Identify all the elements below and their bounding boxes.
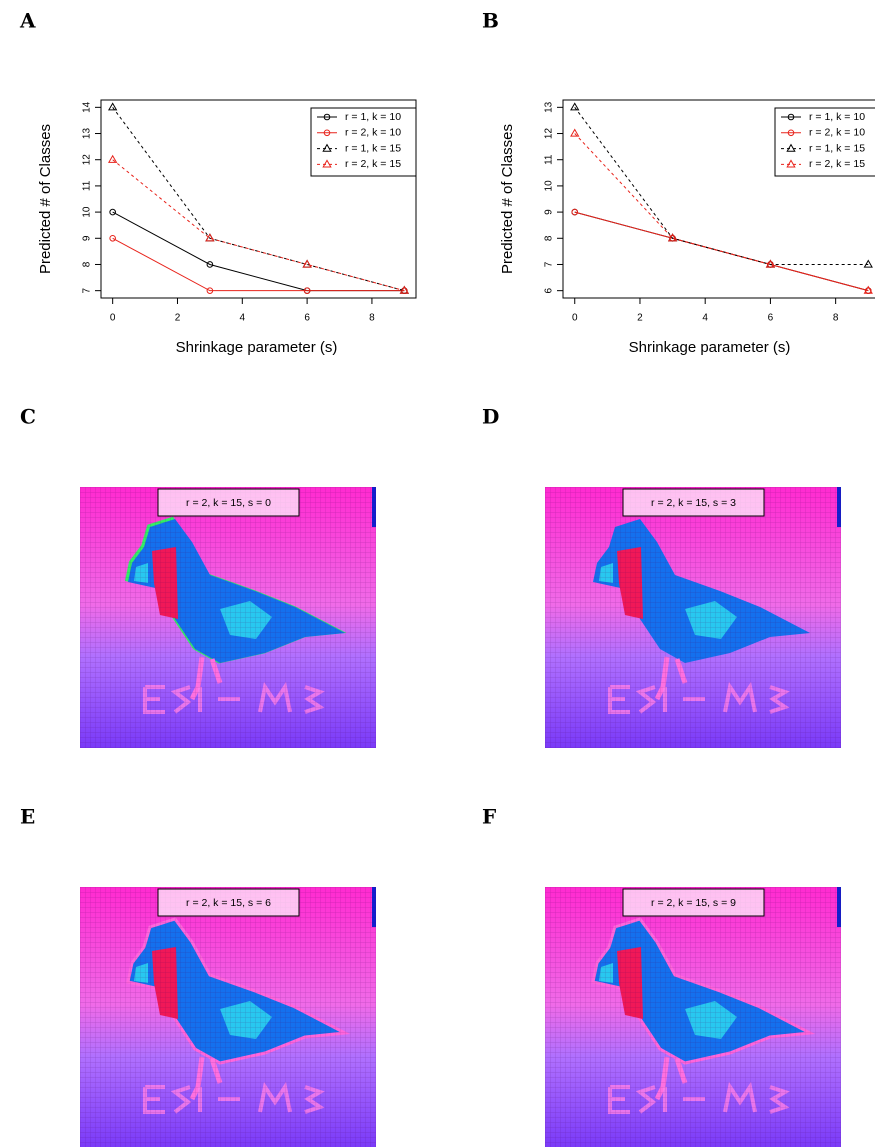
legend-label: r = 1, k = 15: [345, 142, 401, 154]
y-tick-label: 12: [544, 128, 555, 140]
x-tick-label: 0: [572, 313, 578, 324]
point-marker: [322, 159, 332, 168]
x-tick-label: 6: [304, 313, 310, 324]
image-grid: [80, 487, 376, 748]
panel-letter: B: [482, 9, 499, 33]
point-marker: [667, 233, 678, 242]
y-tick-label: 14: [82, 101, 93, 113]
x-tick-label: 2: [175, 313, 181, 324]
y-tick-label: 7: [82, 287, 93, 293]
x-tick-label: 8: [833, 313, 839, 324]
label-box: [157, 488, 300, 517]
segmentation-image: r = 2, k = 15, s = 0: [80, 487, 376, 748]
point-marker: [786, 143, 796, 152]
legend-label: r = 1, k = 10: [809, 111, 865, 123]
point-marker: [303, 287, 311, 294]
y-tick-label: 8: [82, 261, 93, 267]
y-tick-label: 11: [544, 154, 555, 165]
x-tick-label: 4: [702, 313, 708, 324]
point-marker: [302, 259, 312, 268]
point-marker: [108, 154, 118, 163]
series-line: [112, 237, 405, 292]
segmentation-image: r = 2, k = 15, s = 6: [80, 887, 376, 1147]
y-tick-label: 13: [544, 101, 555, 113]
segmentation-image: r = 2, k = 15, s = 9: [545, 887, 841, 1147]
point-marker: [399, 285, 409, 294]
y-tick-label: 10: [544, 180, 555, 192]
point-marker: [206, 261, 214, 268]
point-marker: [109, 208, 116, 216]
image-grid: [80, 887, 376, 1147]
x-axis-label: Shrinkage parameter (s): [629, 339, 791, 356]
x-tick-label: 4: [240, 313, 246, 324]
panel-letter: E: [20, 805, 35, 829]
point-marker: [206, 287, 214, 294]
x-tick-label: 2: [637, 313, 643, 324]
legend-label: r = 2, k = 10: [809, 127, 865, 139]
point-marker: [786, 159, 796, 168]
image-label: r = 2, k = 15, s = 9: [651, 897, 736, 909]
y-tick-label: 12: [82, 154, 93, 166]
point-marker: [863, 259, 873, 268]
y-tick-label: 9: [544, 209, 555, 215]
y-axis-label: Predicted # of Classes: [37, 124, 54, 274]
label-box: [157, 888, 300, 917]
y-axis-label: Predicted # of Classes: [499, 124, 516, 274]
legend-label: r = 2, k = 15: [809, 158, 865, 170]
x-tick-label: 0: [110, 313, 116, 324]
image-grid: [545, 487, 841, 748]
image-grid: [545, 887, 841, 1147]
panel-letter: A: [19, 9, 36, 33]
x-axis-label: Shrinkage parameter (s): [176, 339, 338, 356]
y-tick-label: 7: [544, 261, 555, 267]
point-marker: [765, 259, 776, 268]
panel-letter: F: [482, 805, 496, 829]
point-marker: [323, 129, 331, 137]
legend-label: r = 1, k = 10: [345, 111, 401, 123]
series-line: [112, 159, 405, 292]
series-line: [574, 107, 869, 265]
point-marker: [787, 129, 795, 137]
legend-label: r = 1, k = 15: [809, 142, 865, 154]
legend-label: r = 2, k = 10: [345, 127, 401, 139]
point-marker: [108, 102, 118, 111]
image-label: r = 2, k = 15, s = 0: [186, 497, 271, 509]
point-marker: [205, 233, 215, 242]
y-tick-label: 11: [82, 180, 93, 191]
y-tick-label: 13: [82, 128, 93, 140]
point-marker: [570, 128, 580, 137]
point-marker: [570, 102, 580, 111]
plot-frame: [100, 99, 417, 299]
label-box: [622, 488, 765, 517]
plot-frame: [562, 99, 875, 299]
y-tick-label: 8: [544, 235, 555, 241]
legend-label: r = 2, k = 15: [345, 158, 401, 170]
point-marker: [787, 113, 795, 121]
panel-letter: C: [20, 405, 36, 429]
point-marker: [571, 208, 579, 216]
y-tick-label: 6: [544, 287, 555, 293]
segmentation-image: r = 2, k = 15, s = 3: [545, 487, 841, 748]
y-tick-label: 9: [82, 235, 93, 241]
point-marker: [322, 143, 332, 152]
point-marker: [323, 113, 331, 121]
x-tick-label: 8: [369, 313, 375, 324]
point-marker: [109, 234, 116, 242]
x-tick-label: 6: [768, 313, 774, 324]
y-tick-label: 10: [82, 206, 93, 218]
panel-letter: D: [482, 405, 499, 429]
image-label: r = 2, k = 15, s = 3: [651, 497, 736, 509]
point-marker: [863, 285, 873, 294]
image-label: r = 2, k = 15, s = 6: [186, 897, 271, 909]
series-line: [574, 133, 869, 292]
label-box: [622, 888, 765, 917]
